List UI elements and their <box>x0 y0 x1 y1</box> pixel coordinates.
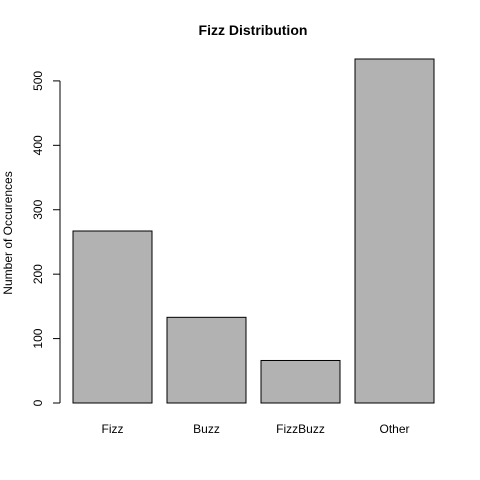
y-tick-label: 500 <box>31 71 45 91</box>
y-tick-label: 0 <box>31 399 45 406</box>
bar-buzz <box>166 316 247 404</box>
bar-fizzbuzz <box>260 359 341 404</box>
bars <box>72 58 435 404</box>
bar-other <box>354 58 435 404</box>
x-tick-label: Buzz <box>193 422 220 436</box>
chart-title: Fizz Distribution <box>199 22 308 38</box>
bar-fizz <box>72 230 153 404</box>
y-tick-label: 300 <box>31 199 45 219</box>
y-tick-label: 100 <box>31 328 45 348</box>
y-axis-label: Number of Occurences <box>1 171 15 294</box>
y-tick-label: 200 <box>31 264 45 284</box>
y-axis: 0 100 200 300 400 500 <box>31 71 61 406</box>
x-tick-label: FizzBuzz <box>276 422 325 436</box>
x-tick-label: Fizz <box>102 422 124 436</box>
x-tick-label: Other <box>379 422 409 436</box>
y-tick-label: 400 <box>31 135 45 155</box>
x-axis-labels: Fizz Buzz FizzBuzz Other <box>102 422 410 436</box>
